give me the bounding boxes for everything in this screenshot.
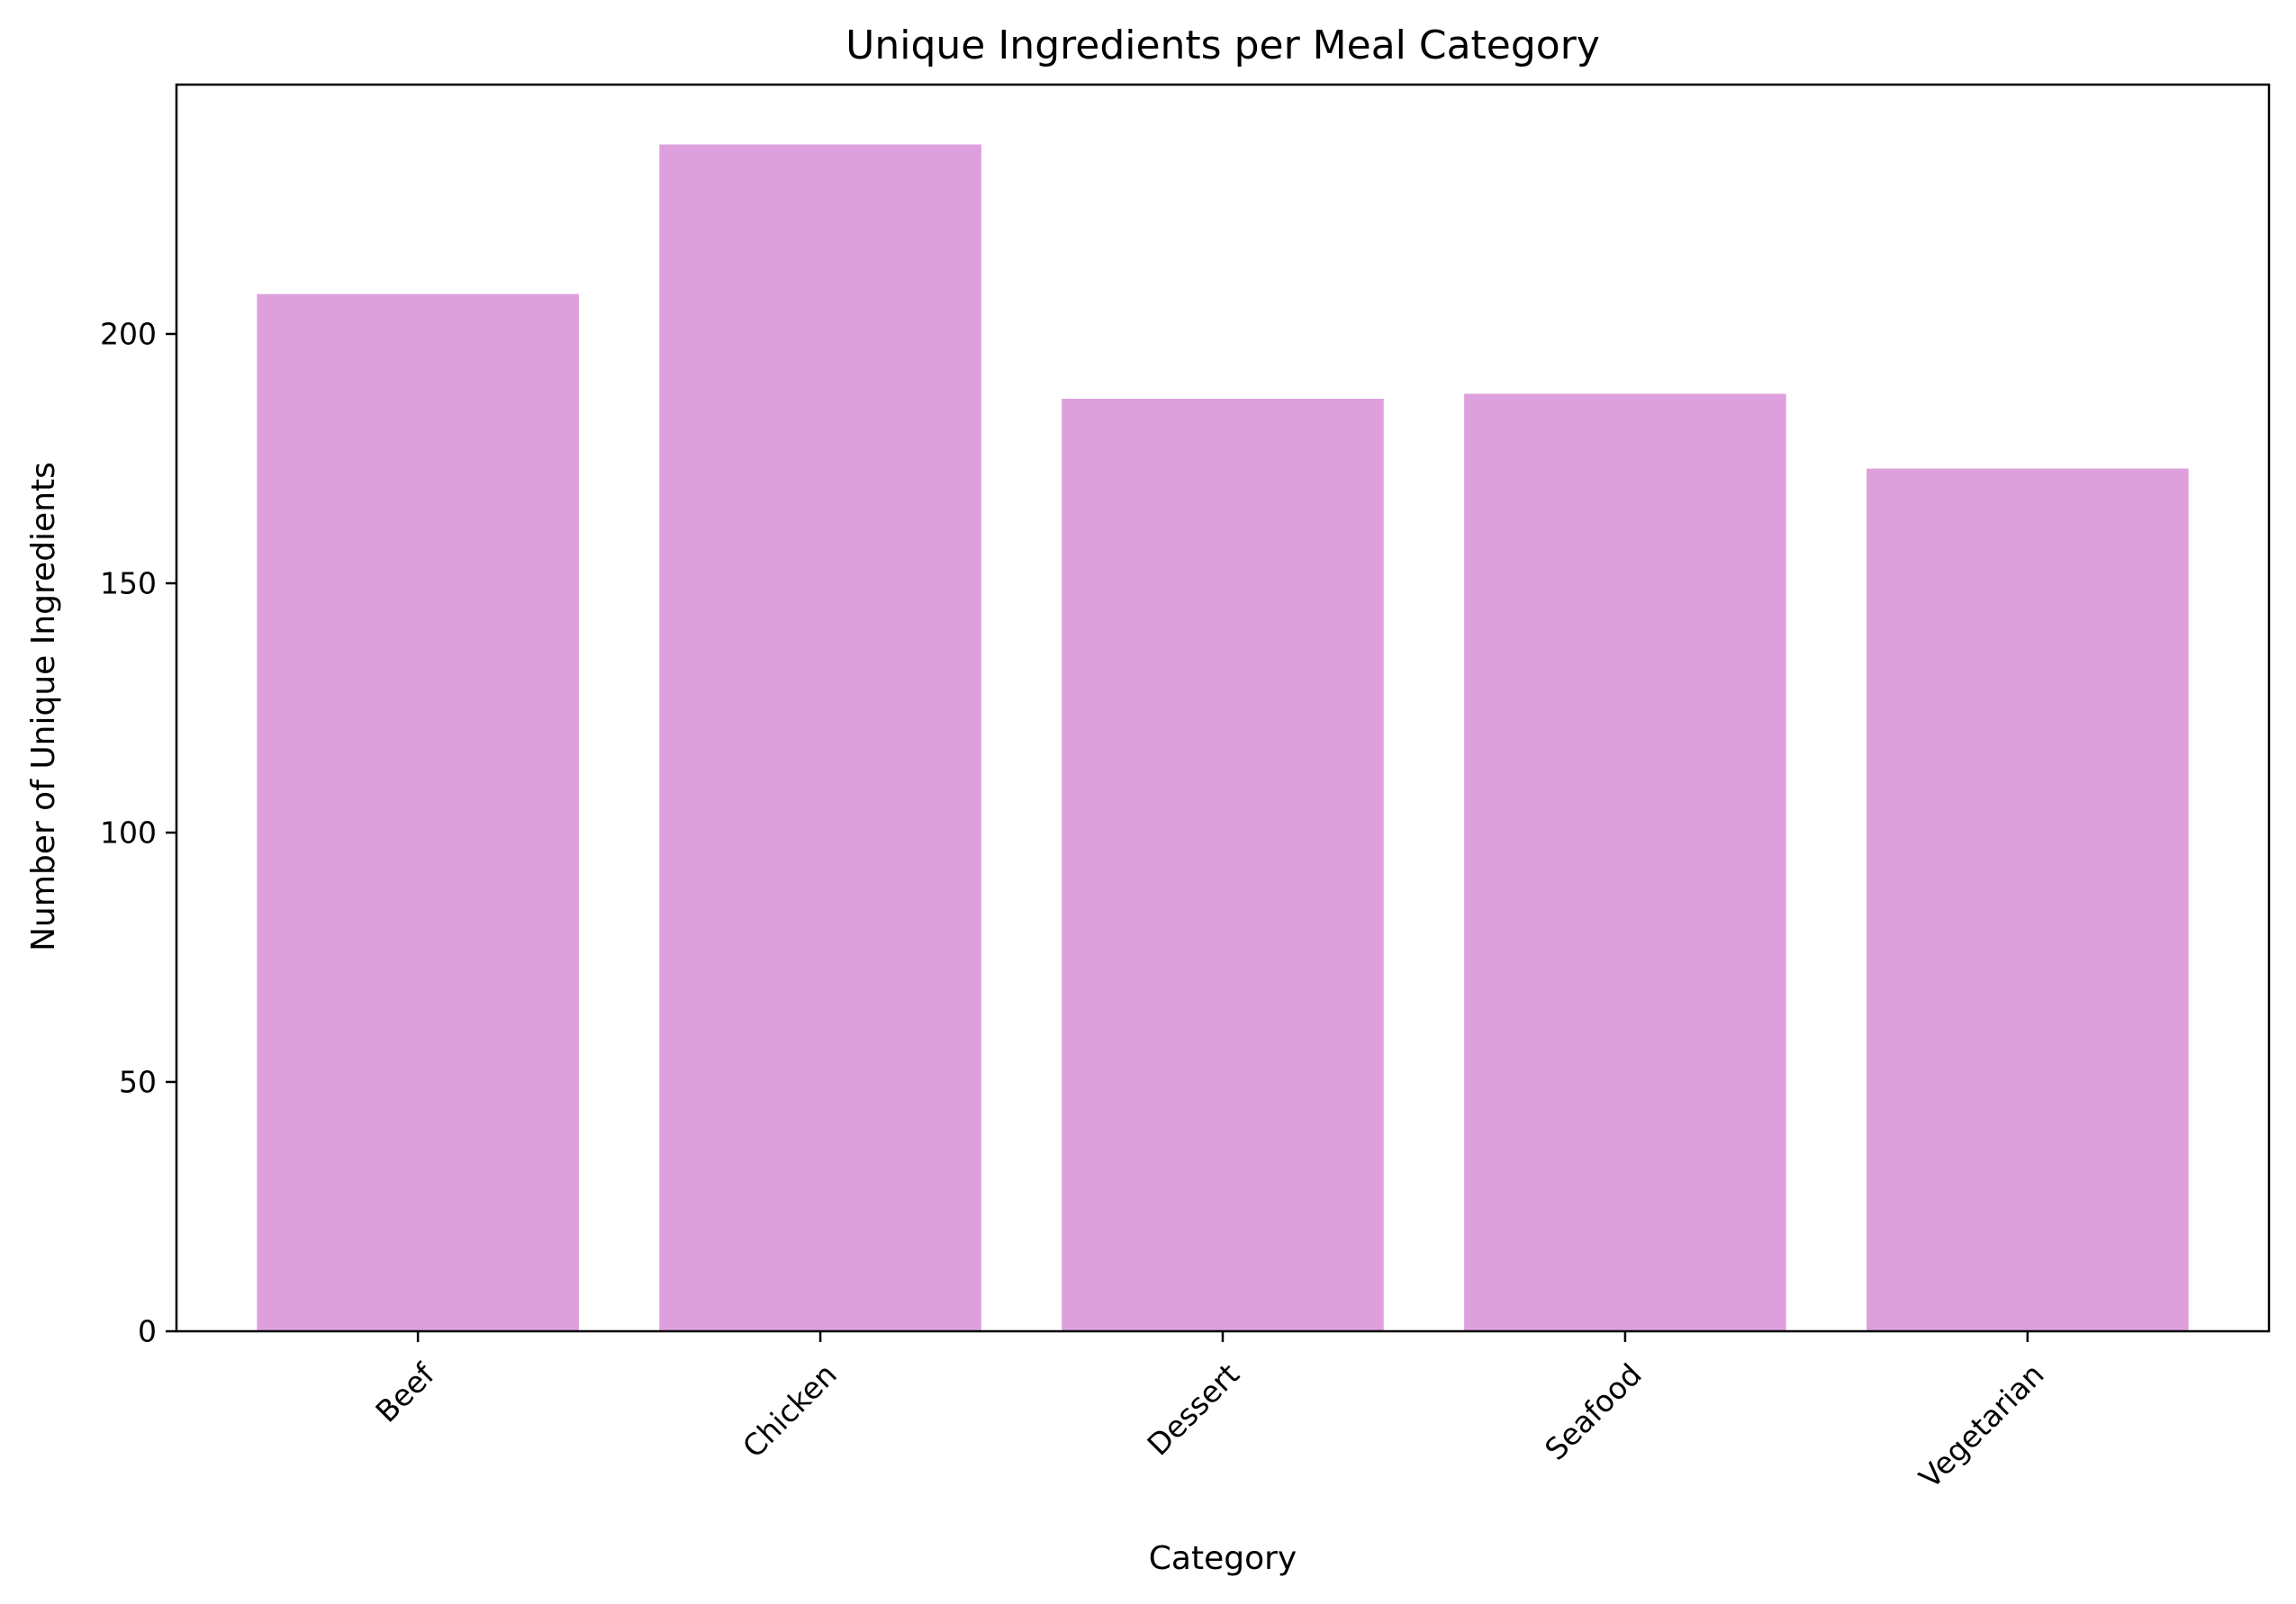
x-axis-label: Category xyxy=(1149,1540,1297,1577)
bar-seafood xyxy=(1464,393,1786,1332)
y-tick-label: 150 xyxy=(100,566,157,601)
bar-dessert xyxy=(1062,399,1384,1331)
y-axis: 0 50 100 150 200 xyxy=(100,317,176,1349)
y-tick-label: 200 xyxy=(100,317,157,352)
y-tick-label: 100 xyxy=(100,816,157,851)
y-axis-label: Number of Unique Ingredients xyxy=(25,462,62,951)
bars-group xyxy=(257,144,2189,1332)
bar-vegetarian xyxy=(1867,468,2189,1331)
y-tick-label: 0 xyxy=(138,1314,157,1349)
bar-chicken xyxy=(659,144,981,1332)
chart-title: Unique Ingredients per Meal Category xyxy=(845,23,1600,68)
y-tick-label: 50 xyxy=(119,1065,157,1100)
plot-area-frame xyxy=(175,83,2271,1333)
bar-beef xyxy=(257,293,579,1332)
